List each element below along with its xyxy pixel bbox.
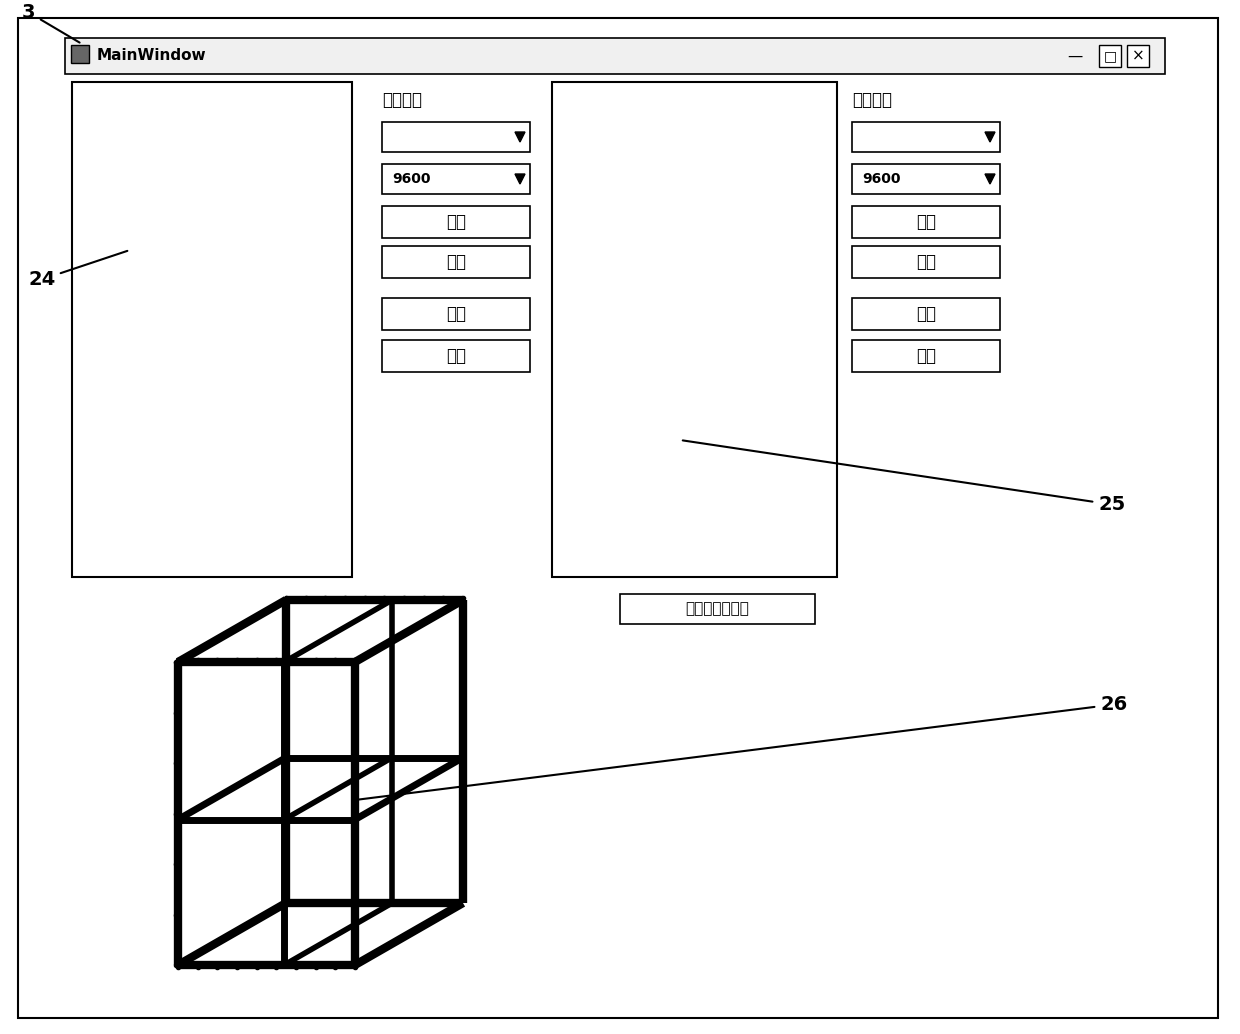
Text: MainWindow: MainWindow [97,49,207,63]
Text: 串口状态: 串口状态 [382,91,422,109]
Bar [1127,45,1149,67]
Text: 9600: 9600 [862,172,900,186]
Bar [382,340,529,372]
Bar [382,246,529,278]
Bar [1099,45,1121,67]
Text: 扫描: 扫描 [916,305,936,323]
Bar [852,298,999,330]
Text: 清除: 清除 [916,347,936,365]
Polygon shape [515,174,525,184]
Bar [72,82,352,577]
Polygon shape [985,132,994,142]
Bar [852,206,999,238]
Text: □: □ [1104,49,1116,63]
Bar [852,340,999,372]
Text: ×: × [1132,49,1145,63]
Bar [382,298,529,330]
Text: 打开: 打开 [446,213,466,231]
Bar [382,164,529,194]
Bar [852,246,999,278]
Bar [852,122,999,152]
Text: 26: 26 [358,695,1127,799]
Text: 24: 24 [29,251,128,288]
Bar [71,45,89,63]
Polygon shape [515,132,525,142]
Text: 打开: 打开 [916,213,936,231]
Polygon shape [985,174,994,184]
Text: 串口状态: 串口状态 [852,91,892,109]
Text: 关闭: 关闭 [446,253,466,271]
Bar [64,38,1166,74]
Text: 9600: 9600 [392,172,430,186]
Bar [620,594,815,624]
Text: 3: 3 [22,3,79,42]
Text: 运动状态提示框: 运动状态提示框 [686,602,749,616]
Bar [382,206,529,238]
Text: —: — [1068,49,1083,63]
Bar [382,122,529,152]
Text: 关闭: 关闭 [916,253,936,271]
Text: 扫描: 扫描 [446,305,466,323]
Text: 清除: 清除 [446,347,466,365]
Bar [852,164,999,194]
Text: 25: 25 [683,440,1125,514]
Bar [552,82,837,577]
